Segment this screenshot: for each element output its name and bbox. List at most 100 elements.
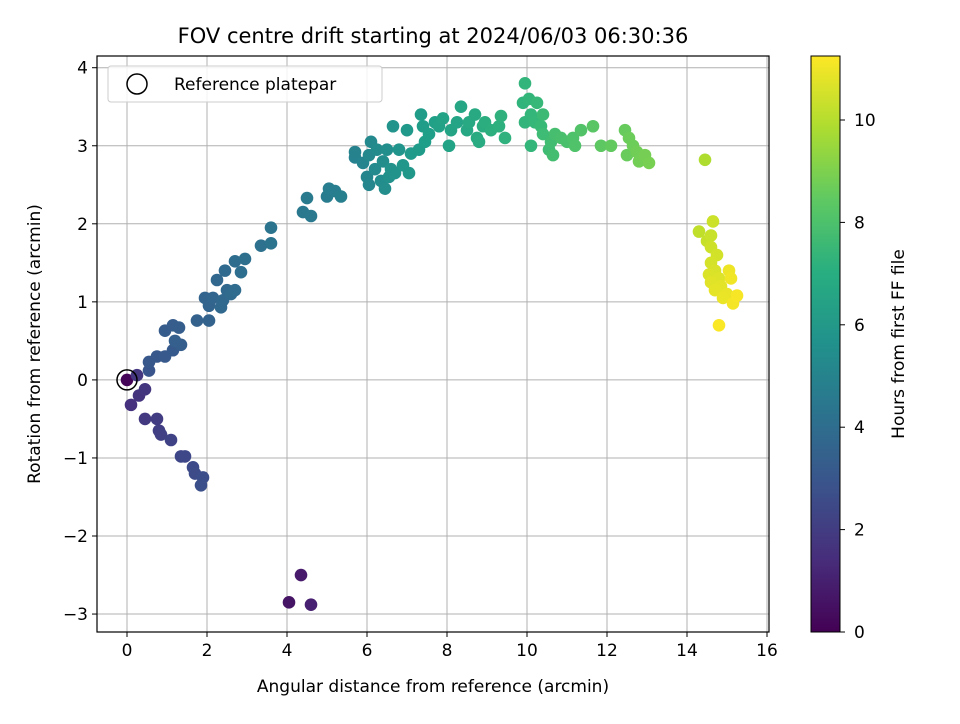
data-point xyxy=(586,119,600,133)
data-point xyxy=(530,96,544,110)
data-point xyxy=(120,373,134,387)
data-point xyxy=(282,596,296,609)
data-point xyxy=(294,568,308,582)
data-point xyxy=(402,166,416,180)
data-point xyxy=(202,314,216,327)
data-point xyxy=(378,182,392,195)
data-point xyxy=(442,139,456,153)
legend-reference-marker xyxy=(126,73,148,95)
y-tick-label: 1 xyxy=(77,293,88,313)
data-point xyxy=(392,143,406,156)
data-point xyxy=(164,433,178,447)
data-point xyxy=(168,334,182,348)
colorbar-tick-label: 10 xyxy=(854,111,876,131)
data-point xyxy=(228,283,242,297)
data-point xyxy=(468,108,482,121)
data-point xyxy=(400,123,414,137)
data-point xyxy=(704,229,718,242)
data-point xyxy=(546,148,560,162)
data-point xyxy=(524,139,538,153)
data-point xyxy=(172,321,186,334)
legend-label: Reference platepar xyxy=(174,75,336,95)
data-point xyxy=(708,283,722,297)
x-tick-label: 4 xyxy=(282,641,293,661)
data-point xyxy=(334,190,348,203)
data-point xyxy=(138,412,152,426)
data-point xyxy=(536,127,550,141)
data-point xyxy=(716,291,730,305)
colorbar-ticks: 0 2 4 6 8 10 xyxy=(840,111,876,643)
data-point xyxy=(190,314,204,327)
data-point xyxy=(376,155,390,168)
data-point xyxy=(154,428,168,441)
data-point xyxy=(300,191,314,205)
reference-platepar-marker xyxy=(116,369,138,391)
data-point xyxy=(178,450,192,463)
x-axis-ticks: 0 2 4 6 8 10 12 14 16 xyxy=(122,632,778,661)
data-point xyxy=(436,112,450,125)
data-point xyxy=(368,162,382,176)
data-point xyxy=(388,166,402,180)
data-point xyxy=(518,77,532,90)
data-point xyxy=(150,412,164,426)
data-point xyxy=(210,273,224,287)
data-point xyxy=(348,145,362,159)
plot-frame xyxy=(96,55,770,633)
x-tick-label: 6 xyxy=(362,641,373,661)
data-point xyxy=(706,215,720,228)
data-point xyxy=(380,143,394,156)
data-point xyxy=(730,289,744,302)
y-tick-label: 0 xyxy=(77,371,88,391)
y-tick-label: 4 xyxy=(77,59,88,79)
y-tick-label: 3 xyxy=(77,137,88,157)
y-tick-label: −2 xyxy=(63,527,88,547)
chart-title: FOV centre drift starting at 2024/06/03 … xyxy=(178,24,689,48)
data-point xyxy=(234,265,248,279)
colorbar xyxy=(810,55,841,633)
data-point xyxy=(712,318,726,332)
y-tick-label: −1 xyxy=(63,449,88,469)
data-point xyxy=(568,139,582,153)
data-point xyxy=(698,153,712,167)
data-point xyxy=(492,119,506,133)
data-point xyxy=(604,139,618,153)
colorbar-tick-label: 6 xyxy=(854,316,865,336)
data-point xyxy=(692,225,706,238)
data-point xyxy=(454,100,468,114)
data-point xyxy=(304,209,318,223)
x-axis-label: Angular distance from reference (arcmin) xyxy=(257,677,609,697)
colorbar-tick-label: 4 xyxy=(854,418,865,438)
data-point xyxy=(228,254,242,268)
data-point xyxy=(450,116,464,129)
data-point xyxy=(254,239,268,252)
y-tick-label: −3 xyxy=(63,605,88,625)
data-point xyxy=(386,119,400,133)
data-point xyxy=(206,291,220,305)
x-tick-label: 0 xyxy=(122,641,133,661)
data-point xyxy=(304,598,318,611)
data-point xyxy=(594,139,608,153)
x-tick-label: 16 xyxy=(756,641,778,661)
scatter-points xyxy=(120,77,744,611)
y-tick-label: 2 xyxy=(77,215,88,235)
data-point xyxy=(264,237,278,250)
colorbar-tick-label: 0 xyxy=(854,623,865,643)
x-tick-label: 12 xyxy=(596,641,618,661)
x-tick-label: 14 xyxy=(676,641,698,661)
data-point xyxy=(138,382,152,396)
colorbar-tick-label: 2 xyxy=(854,521,865,541)
data-point xyxy=(194,478,208,492)
x-tick-label: 2 xyxy=(202,641,213,661)
data-point xyxy=(370,143,384,156)
colorbar-label: Hours from first FF file xyxy=(889,249,909,439)
legend-box xyxy=(107,65,383,103)
y-axis-ticks: −3 −2 −1 0 1 2 3 4 xyxy=(63,59,97,625)
data-point xyxy=(494,109,508,123)
colorbar-tick-label: 8 xyxy=(854,213,865,233)
legend: Reference platepar xyxy=(107,65,383,103)
data-point xyxy=(620,148,634,162)
grid-lines xyxy=(97,56,769,632)
data-point xyxy=(124,398,138,412)
